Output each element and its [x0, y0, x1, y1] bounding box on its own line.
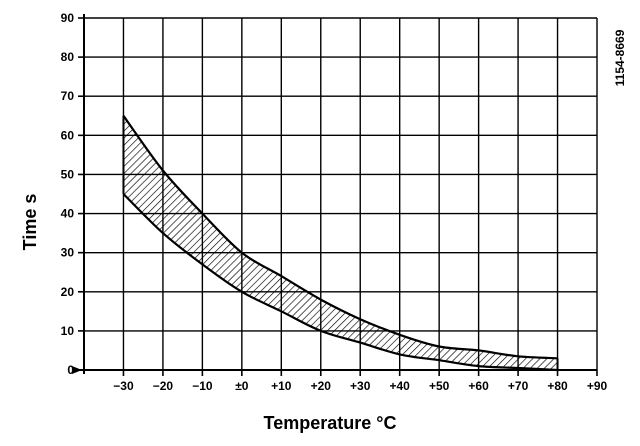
x-tick-label: +80 [547, 379, 568, 393]
x-tick-label: +60 [468, 379, 489, 393]
x-tick-label: +90 [587, 379, 608, 393]
y-tick-label: 10 [61, 324, 75, 338]
axes [72, 14, 598, 376]
y-tick-label: 80 [61, 50, 75, 64]
hatched-band [123, 115, 558, 370]
y-tick-label: 40 [61, 207, 75, 221]
x-tick-labels: −30 −20 −10 ±0 +10 +20 +30 +40 +50 +60 +70 +80 +90 [113, 379, 607, 393]
y-tick-label: 60 [61, 128, 75, 142]
x-tick-label: +10 [271, 379, 292, 393]
x-tick-label: +50 [429, 379, 450, 393]
x-tick-label: +40 [390, 379, 411, 393]
y-tick-label: 70 [61, 89, 75, 103]
y-tick-label: 50 [61, 167, 75, 181]
x-tick-label: −10 [192, 379, 213, 393]
y-tick-labels: 0 10 20 30 40 50 60 70 80 90 [61, 11, 75, 377]
plot-area [122, 115, 559, 372]
x-tick-label: +20 [311, 379, 332, 393]
y-tick-label: 30 [61, 246, 75, 260]
x-tick-label: +70 [508, 379, 529, 393]
series-line-upper [122, 115, 558, 360]
x-tick-label: +30 [350, 379, 371, 393]
y-tick-label: 20 [61, 285, 75, 299]
y-tick-label: 0 [67, 363, 74, 377]
y-tick-label: 90 [61, 11, 75, 25]
y-axis-title: Time s [20, 194, 40, 251]
x-axis-arrow [72, 366, 82, 374]
x-tick-label: −30 [113, 379, 134, 393]
x-axis-title: Temperature °C [264, 413, 397, 433]
x-tick-label: ±0 [235, 379, 249, 393]
x-tick-label: −20 [153, 379, 174, 393]
series-line-lower [122, 193, 558, 372]
figure-reference-number: 1154-8669 [613, 29, 627, 86]
